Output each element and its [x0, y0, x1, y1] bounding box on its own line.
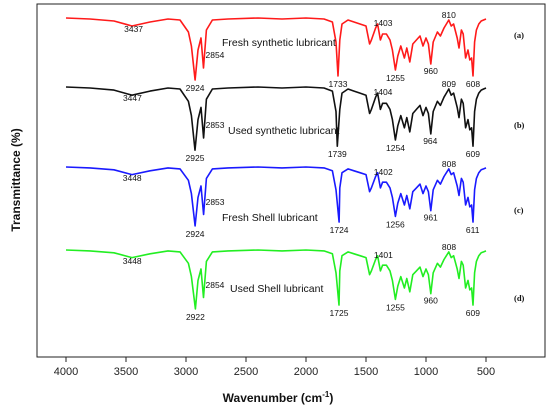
x-tick-label: 1500 — [354, 366, 378, 378]
peak-label: 1254 — [386, 143, 405, 153]
peak-label: 1733 — [329, 79, 348, 89]
x-tick-label: 1000 — [414, 366, 438, 378]
peak-label: 3448 — [123, 173, 142, 183]
peak-label: 809 — [442, 79, 456, 89]
x-tick-label: 3500 — [114, 366, 138, 378]
peak-label: 1724 — [330, 225, 349, 235]
peak-label: 1402 — [374, 167, 393, 177]
series-name: Fresh Shell lubricant — [222, 212, 318, 224]
peak-label: 964 — [423, 136, 437, 146]
x-tick-label: 3000 — [174, 366, 198, 378]
series-c: Fresh Shell lubricant (c) 3448 2924 2853 1724… — [65, 159, 524, 239]
x-axis-title-main: Wavenumber (cm — [223, 391, 323, 405]
peak-label: 1404 — [374, 87, 393, 97]
panel-tag: (b) — [514, 120, 525, 130]
peak-label: 2925 — [186, 153, 205, 163]
y-axis-title: Transmittance (%) — [9, 128, 23, 231]
spectrum-line — [65, 86, 487, 151]
x-axis: 4000 3500 3000 2500 2000 1500 1000 500 — [54, 357, 495, 378]
x-tick-label: 2500 — [234, 366, 258, 378]
x-axis-title: Wavenumber (cm-1) — [223, 390, 334, 405]
peak-label: 2853 — [206, 120, 225, 130]
peak-label: 3447 — [123, 93, 142, 103]
peak-label: 611 — [466, 225, 480, 235]
peak-label: 3437 — [124, 24, 143, 34]
peak-label: 1725 — [330, 308, 349, 318]
series-name: Fresh synthetic lubricant — [222, 37, 336, 49]
peak-label: 960 — [424, 296, 438, 306]
x-tick-label: 500 — [477, 366, 495, 378]
peak-label: 608 — [466, 79, 480, 89]
peak-label: 808 — [442, 159, 456, 169]
panel-tag: (c) — [514, 205, 524, 215]
panel-tag: (a) — [514, 30, 524, 40]
spectrum-line — [65, 17, 487, 81]
x-axis-title-close: ) — [329, 391, 333, 405]
x-tick-label: 2000 — [294, 366, 318, 378]
peak-label: 609 — [466, 149, 480, 159]
peak-label: 2854 — [206, 50, 225, 60]
peak-label: 1401 — [374, 250, 393, 260]
peak-label: 2924 — [186, 229, 205, 239]
spectrum-line — [65, 166, 487, 227]
series-name: Used synthetic lubricant — [228, 125, 340, 137]
peak-label: 2924 — [186, 83, 205, 93]
peak-label: 961 — [424, 213, 438, 223]
peak-label: 1255 — [386, 73, 405, 83]
peak-label: 1255 — [386, 302, 405, 312]
series-name: Used Shell lubricant — [230, 283, 323, 295]
peak-label: 2854 — [206, 280, 225, 290]
x-tick-label: 4000 — [54, 366, 78, 378]
peak-label: 2853 — [206, 197, 225, 207]
series-a: Fresh synthetic lubricant (a) 3437 2924 2854… — [65, 10, 524, 93]
spectrum-line — [65, 249, 487, 310]
peak-label: 1403 — [374, 18, 393, 28]
peak-label: 3448 — [123, 256, 142, 266]
peak-label: 1739 — [328, 149, 347, 159]
peak-label: 960 — [424, 66, 438, 76]
x-axis-title-superscript: -1 — [322, 390, 330, 399]
peak-label: 1256 — [386, 219, 405, 229]
plot-frame — [36, 3, 546, 358]
peak-label: 609 — [466, 308, 480, 318]
series-d: Used Shell lubricant (d) 3448 2922 2854 1725 1… — [65, 242, 525, 322]
peak-label: 810 — [442, 10, 456, 20]
spectra-layer: Fresh synthetic lubricant (a) 3437 2924 2854… — [65, 10, 525, 322]
panel-tag: (d) — [514, 293, 525, 303]
peak-label: 808 — [442, 242, 456, 252]
series-b: Used synthetic lubricant (b) 3447 2925 2853 1… — [65, 79, 525, 163]
peak-label: 2922 — [186, 312, 205, 322]
